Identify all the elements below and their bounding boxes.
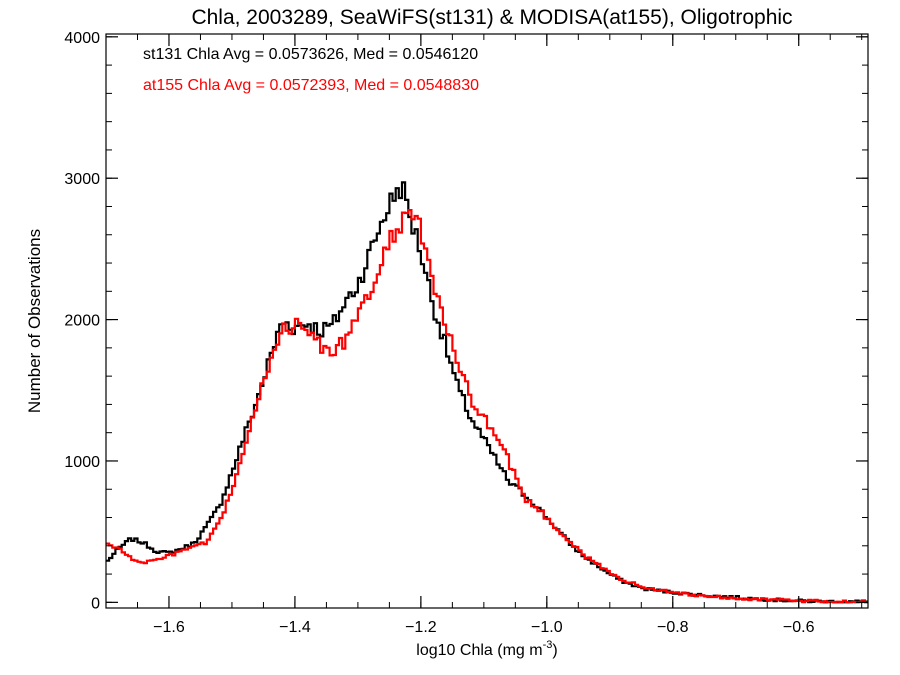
x-tick-label: −1.6 bbox=[153, 619, 185, 636]
series-line-at155 bbox=[106, 209, 868, 604]
y-axis-label: Number of Observations bbox=[25, 229, 44, 413]
plot-area bbox=[105, 33, 869, 609]
plot-frame bbox=[105, 33, 869, 609]
y-tick-label: 4000 bbox=[64, 30, 100, 47]
x-tick-label: −1.0 bbox=[531, 619, 563, 636]
y-tick-label: 3000 bbox=[64, 171, 100, 188]
y-tick-label: 2000 bbox=[64, 313, 100, 330]
legend-entry-st131: st131 Chla Avg = 0.0573626, Med = 0.0546… bbox=[143, 46, 478, 63]
y-tick-label: 1000 bbox=[64, 454, 100, 471]
x-axis-label: log10 Chla (mg m-3) bbox=[416, 639, 557, 659]
x-axis-label-suffix: ) bbox=[552, 642, 557, 659]
legend-entry-at155: at155 Chla Avg = 0.0572393, Med = 0.0548… bbox=[143, 77, 479, 94]
series-line-st131 bbox=[106, 181, 868, 604]
x-tick-label: −0.8 bbox=[657, 619, 689, 636]
x-axis-label-main: log10 Chla (mg m bbox=[416, 642, 542, 659]
y-tick-label: 0 bbox=[91, 595, 100, 612]
x-tick-label: −1.2 bbox=[405, 619, 437, 636]
chart-title: Chla, 2003289, SeaWiFS(st131) & MODISA(a… bbox=[191, 6, 792, 29]
x-tick-label: −1.4 bbox=[279, 619, 311, 636]
x-tick-label: −0.6 bbox=[783, 619, 815, 636]
x-axis-label-superscript: -3 bbox=[543, 639, 553, 651]
